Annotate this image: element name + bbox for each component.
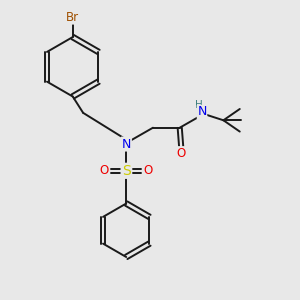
Text: N: N <box>197 106 207 118</box>
Text: O: O <box>144 164 153 177</box>
Text: O: O <box>100 164 109 177</box>
Text: N: N <box>122 138 131 151</box>
Text: H: H <box>195 100 202 110</box>
Text: O: O <box>177 147 186 160</box>
Text: Br: Br <box>66 11 79 24</box>
Text: S: S <box>122 164 130 178</box>
